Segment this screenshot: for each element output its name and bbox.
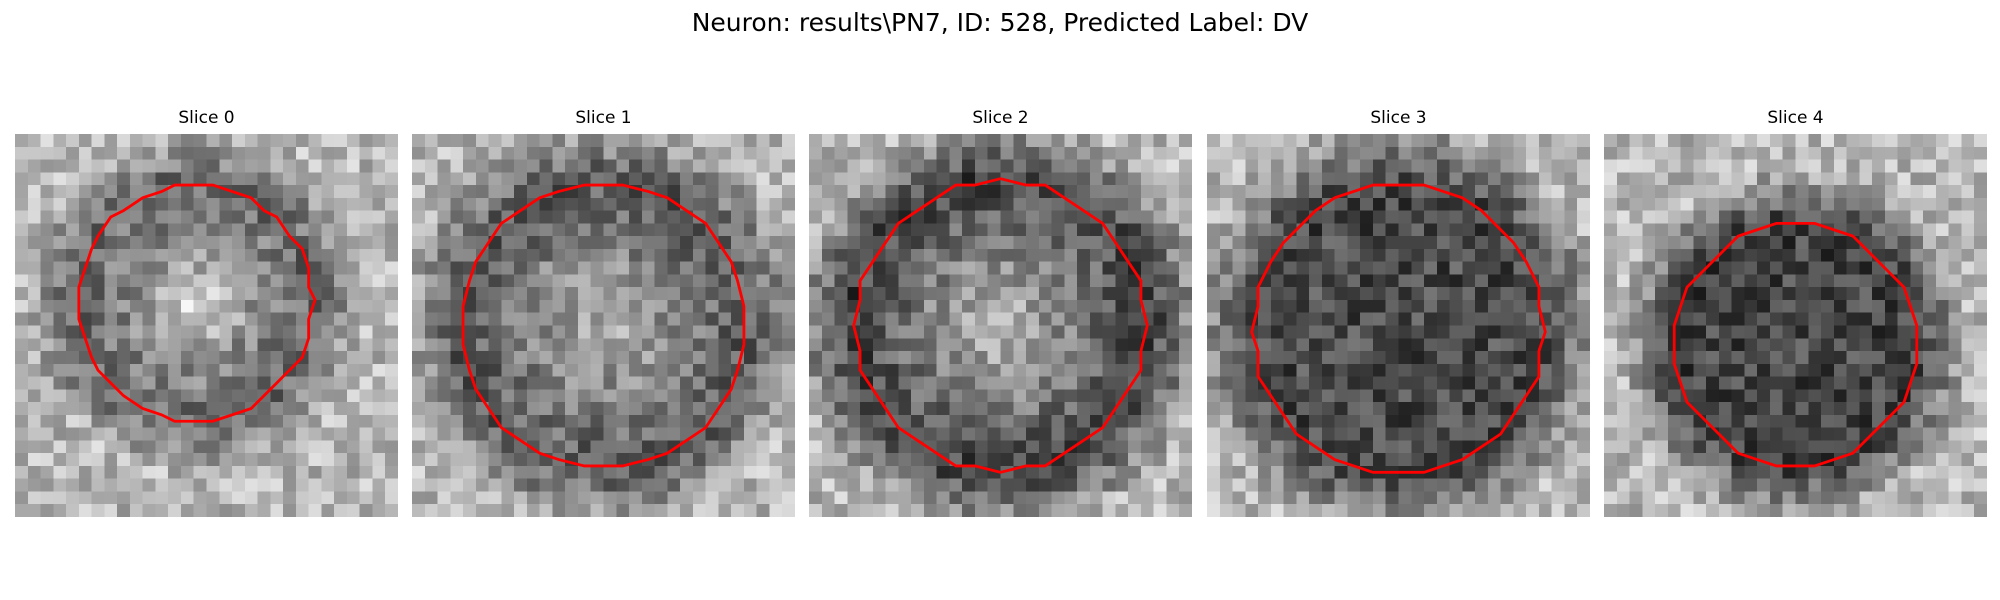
- slice-panel-4: Slice 4: [1604, 108, 1987, 517]
- slice-title: Slice 4: [1767, 108, 1824, 128]
- slice-title: Slice 1: [575, 108, 632, 128]
- microscopy-slice-image: [1207, 134, 1590, 517]
- slice-panel-1: Slice 1: [412, 108, 795, 517]
- microscopy-slice-image: [412, 134, 795, 517]
- segmentation-contour: [461, 183, 746, 468]
- microscopy-slice-image: [15, 134, 398, 517]
- figure-title: Neuron: results\PN7, ID: 528, Predicted …: [691, 8, 1309, 37]
- slice-panel-3: Slice 3: [1207, 108, 1590, 517]
- slice-title: Slice 3: [1370, 108, 1427, 128]
- slice-panel-2: Slice 2: [809, 108, 1192, 517]
- microscopy-slice-image: [1604, 134, 1987, 517]
- slice-title: Slice 0: [178, 108, 235, 128]
- segmentation-contour: [1672, 221, 1919, 468]
- segmentation-contour: [1250, 183, 1547, 474]
- microscopy-slice-image: [809, 134, 1192, 517]
- segmentation-contour: [852, 177, 1149, 474]
- slice-title: Slice 2: [972, 108, 1029, 128]
- slice-panel-0: Slice 0: [15, 108, 398, 517]
- segmentation-contour: [77, 183, 317, 423]
